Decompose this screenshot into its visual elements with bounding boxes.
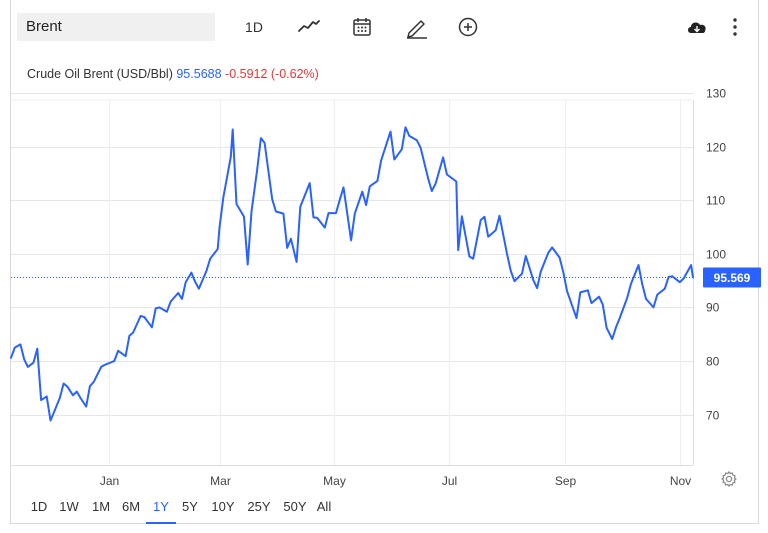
last-price-label: 95.569 xyxy=(714,271,751,285)
range-5y[interactable]: 5Y xyxy=(182,499,198,514)
y-tick-label: 70 xyxy=(706,409,720,423)
range-10y[interactable]: 10Y xyxy=(211,499,235,514)
add-circle-icon[interactable] xyxy=(455,14,481,40)
y-tick-label: 130 xyxy=(706,87,726,101)
last-price-badge xyxy=(703,267,761,288)
range-active-underline xyxy=(146,522,176,524)
range-25y[interactable]: 25Y xyxy=(247,499,271,514)
pencil-icon[interactable] xyxy=(404,14,430,40)
x-tick-label: Mar xyxy=(210,474,231,488)
range-1w[interactable]: 1W xyxy=(59,499,79,514)
more-vertical-icon[interactable] xyxy=(722,14,748,40)
legend-price: 95.5688 xyxy=(176,67,222,81)
range-1y[interactable]: 1Y xyxy=(153,499,169,514)
legend-change: -0.5912 (-0.62%) xyxy=(225,67,319,81)
range-6m[interactable]: 6M xyxy=(121,499,141,514)
y-tick-label: 90 xyxy=(706,301,720,315)
price-series-line[interactable] xyxy=(10,126,694,422)
interval-button[interactable]: 1D xyxy=(245,19,263,35)
toolbar: Brent 1D xyxy=(10,0,759,54)
x-tick-label: Sep xyxy=(555,474,577,488)
gear-icon[interactable] xyxy=(720,470,738,488)
x-tick-label: May xyxy=(323,474,346,488)
y-tick-label: 110 xyxy=(706,194,725,208)
chart-legend: Crude Oil Brent (USD/Bbl) 95.5688 -0.591… xyxy=(27,67,319,81)
x-tick-label: Nov xyxy=(670,474,691,488)
line-chart-icon[interactable] xyxy=(296,14,322,40)
range-all[interactable]: All xyxy=(316,499,332,514)
range-selector: 1D 1W 1M 6M 1Y 5Y 10Y 25Y 50Y All xyxy=(10,494,410,524)
symbol-search-input[interactable]: Brent xyxy=(17,13,215,41)
legend-name: Crude Oil Brent (USD/Bbl) xyxy=(27,67,173,81)
y-tick-label: 80 xyxy=(706,355,720,369)
range-1d[interactable]: 1D xyxy=(30,499,48,514)
range-1m[interactable]: 1M xyxy=(91,499,111,514)
x-tick-label: Jul xyxy=(442,474,457,488)
y-tick-label: 120 xyxy=(706,141,726,155)
x-tick-label: Jan xyxy=(100,474,119,488)
range-50y[interactable]: 50Y xyxy=(283,499,307,514)
cloud-download-icon[interactable] xyxy=(684,14,710,40)
calendar-icon[interactable] xyxy=(349,14,375,40)
y-tick-label: 100 xyxy=(706,248,726,262)
chart-frame xyxy=(10,0,759,524)
